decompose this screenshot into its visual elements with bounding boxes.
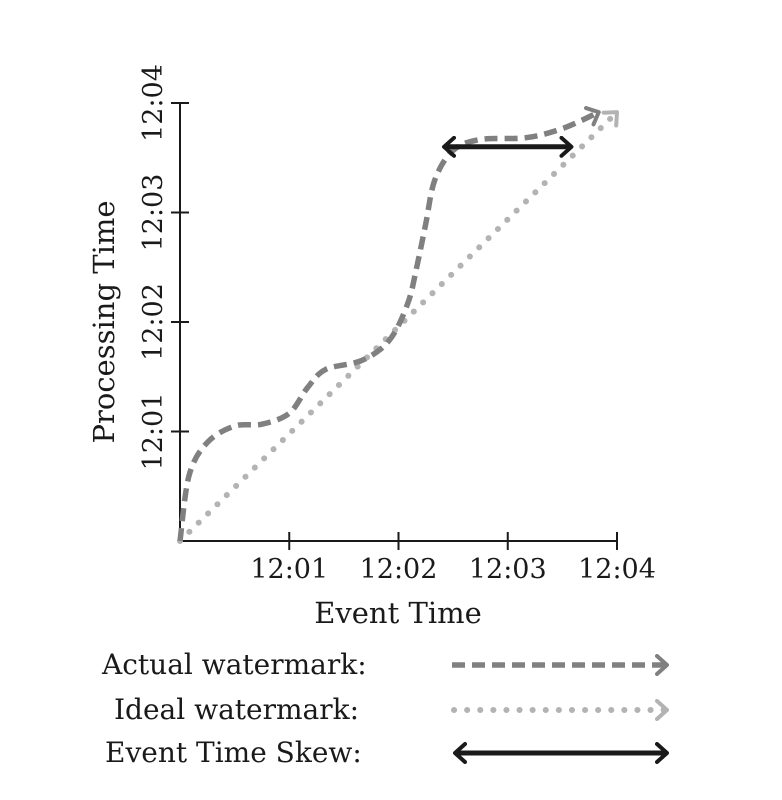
y-tick-label: 12:01 (138, 393, 169, 471)
legend-label-ideal: Ideal watermark: (114, 693, 359, 726)
legend-item-ideal: Ideal watermark: (114, 693, 359, 726)
y-tick-label: 12:02 (138, 283, 169, 361)
x-tick-label: 12:04 (578, 554, 656, 585)
legend-item-skew: Event Time Skew: (105, 736, 362, 769)
x-tick-label: 12:01 (250, 554, 328, 585)
y-tick-label: 12:04 (138, 64, 169, 142)
x-tick-label: 12:03 (469, 554, 547, 585)
actual-watermark-line (177, 106, 601, 542)
y-tick-label: 12:03 (138, 174, 169, 252)
x-tick-label: 12:02 (360, 554, 438, 585)
x-axis-title: Event Time (314, 596, 482, 630)
y-axis-title: Processing Time (87, 200, 121, 443)
legend-item-actual: Actual watermark: (102, 648, 367, 681)
legend-label-actual: Actual watermark: (102, 648, 367, 681)
ideal-watermark-line (177, 109, 620, 544)
legend-label-skew: Event Time Skew: (105, 736, 362, 769)
